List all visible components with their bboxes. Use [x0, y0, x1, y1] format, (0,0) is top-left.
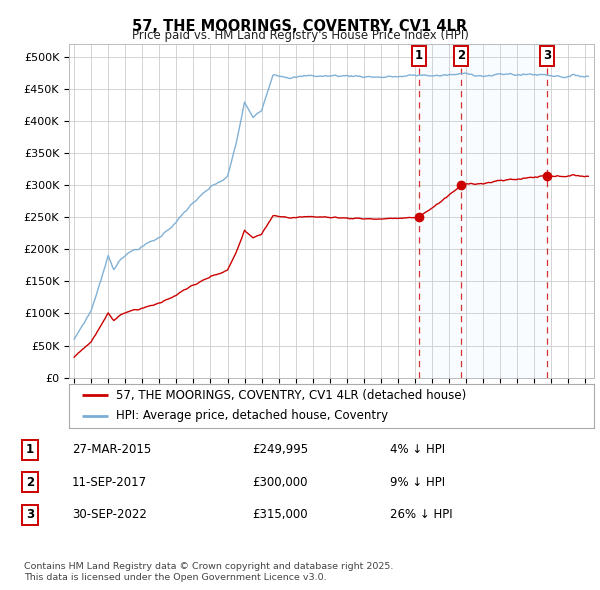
- Text: £300,000: £300,000: [252, 476, 308, 489]
- Text: 30-SEP-2022: 30-SEP-2022: [72, 508, 147, 522]
- Text: Price paid vs. HM Land Registry's House Price Index (HPI): Price paid vs. HM Land Registry's House …: [131, 30, 469, 42]
- Bar: [419, 44, 547, 378]
- Text: 4% ↓ HPI: 4% ↓ HPI: [390, 443, 445, 457]
- Text: 57, THE MOORINGS, COVENTRY, CV1 4LR (detached house): 57, THE MOORINGS, COVENTRY, CV1 4LR (det…: [116, 389, 467, 402]
- Text: 11-SEP-2017: 11-SEP-2017: [72, 476, 147, 489]
- Text: 27-MAR-2015: 27-MAR-2015: [72, 443, 151, 457]
- Text: £249,995: £249,995: [252, 443, 308, 457]
- Text: £315,000: £315,000: [252, 508, 308, 522]
- Text: 26% ↓ HPI: 26% ↓ HPI: [390, 508, 452, 522]
- Text: 9% ↓ HPI: 9% ↓ HPI: [390, 476, 445, 489]
- Text: 57, THE MOORINGS, COVENTRY, CV1 4LR: 57, THE MOORINGS, COVENTRY, CV1 4LR: [133, 19, 467, 34]
- Text: Contains HM Land Registry data © Crown copyright and database right 2025.
This d: Contains HM Land Registry data © Crown c…: [24, 562, 394, 582]
- Text: 2: 2: [457, 50, 465, 63]
- Text: 1: 1: [415, 50, 423, 63]
- Text: 3: 3: [26, 508, 34, 522]
- Text: 1: 1: [26, 443, 34, 457]
- Text: 2: 2: [26, 476, 34, 489]
- Text: 3: 3: [543, 50, 551, 63]
- Text: HPI: Average price, detached house, Coventry: HPI: Average price, detached house, Cove…: [116, 409, 388, 422]
